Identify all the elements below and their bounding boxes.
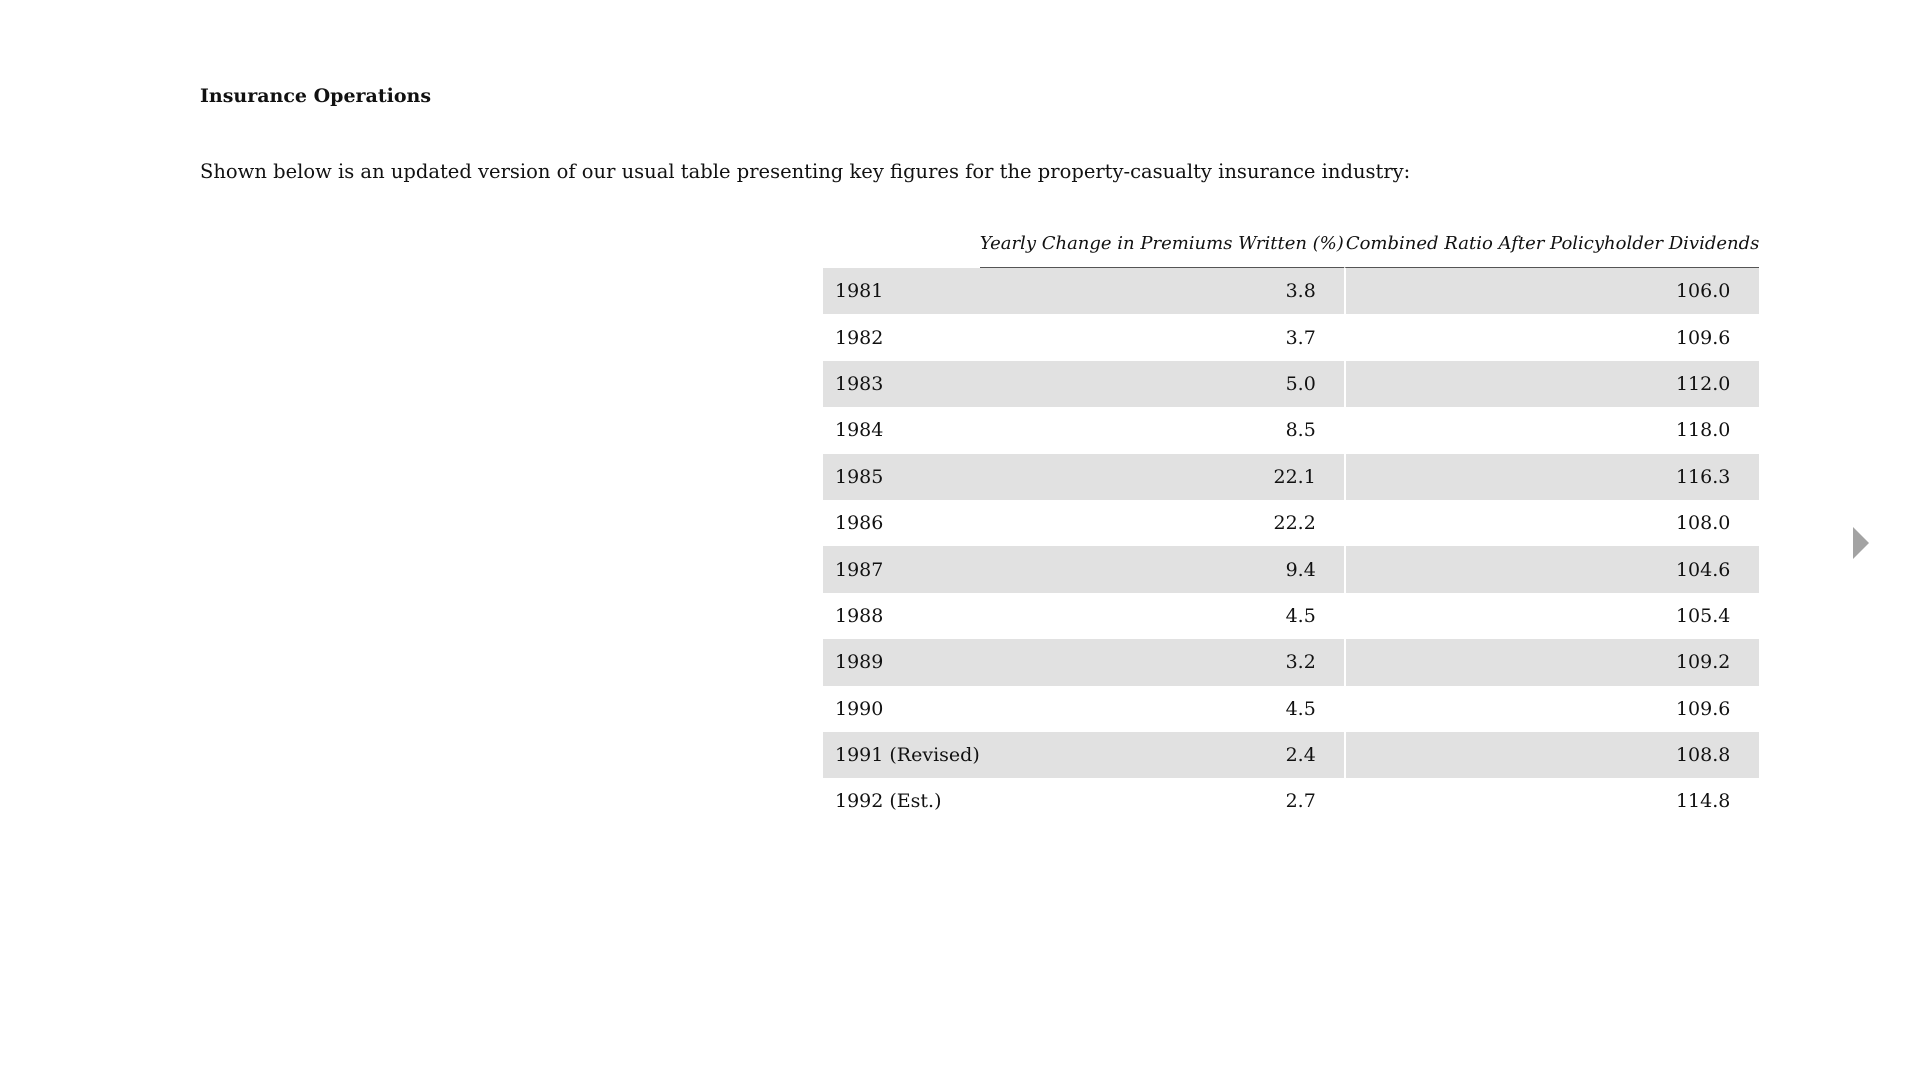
table-row: 1983 5.0 112.0 [823,360,1760,408]
cell-year: 1992 (Est.) [835,790,942,813]
cell-year: 1988 [835,604,884,627]
cell-year: 1990 [835,697,884,720]
cell-ratio: 114.8 [1343,778,1760,825]
table-row: 1982 3.7 109.6 [823,314,1760,361]
table-row: 1986 22.2 108.0 [823,499,1760,547]
cell-ratio: 108.8 [1343,731,1760,779]
cell-premiums: 22.2 [1273,512,1316,535]
table-row: 1989 3.2 109.2 [823,639,1760,686]
cell-ratio: 109.6 [1343,685,1760,732]
table-row: 1990 4.5 109.6 [823,685,1760,732]
cell-year: 1982 [835,326,884,349]
cell-premiums: 3.7 [1285,326,1316,349]
table-row: 1987 9.4 104.6 [823,546,1760,593]
header-year [823,219,980,268]
cell-year: 1986 [835,512,884,535]
cell-premiums: 2.4 [979,731,1344,779]
cell-ratio: 109.6 [1343,314,1760,361]
section-title: Insurance Operations [200,85,432,107]
cell-year: 1985 [823,453,980,500]
cell-premiums: 5.0 [979,360,1344,408]
cell-ratio: 118.0 [1343,407,1760,454]
cell-premiums: 9.4 [979,546,1344,593]
insurance-industry-table: Yearly Change in Premiums Written (%) Co… [823,219,1760,825]
cell-premiums: 4.5 [1285,604,1316,627]
cell-year: 1984 [835,419,884,442]
table-row: 1981 3.8 106.0 [823,268,1760,315]
cell-ratio: 112.0 [1343,360,1760,408]
header-combined-ratio: Combined Ratio After Policyholder Divide… [1343,219,1760,268]
cell-ratio: 106.0 [1343,268,1760,315]
cell-premiums: 2.7 [1285,790,1316,813]
cell-year: 1987 [823,546,980,593]
cell-year: 1991 (Revised) [823,731,980,779]
cell-ratio: 105.4 [1343,592,1760,640]
cell-premiums: 3.8 [979,268,1344,315]
intro-paragraph: Shown below is an updated version of our… [200,160,1411,183]
cell-ratio: 109.2 [1343,639,1760,686]
table-header-row: Yearly Change in Premiums Written (%) Co… [823,219,1760,268]
table-row: 1984 8.5 118.0 [823,407,1760,454]
table-row: 1992 (Est.) 2.7 114.8 [823,778,1760,825]
header-premiums-change: Yearly Change in Premiums Written (%) [979,219,1344,268]
cell-premiums: 4.5 [1285,697,1316,720]
cell-year: 1983 [823,360,980,408]
table-row: 1991 (Revised) 2.4 108.8 [823,731,1760,779]
cell-premiums: 22.1 [979,453,1344,500]
cell-ratio: 116.3 [1343,453,1760,500]
cell-premiums: 3.2 [979,639,1344,686]
cell-ratio: 104.6 [1343,546,1760,593]
cell-year: 1989 [823,639,980,686]
cell-premiums: 8.5 [1285,419,1316,442]
table-row: 1985 22.1 116.3 [823,453,1760,500]
cell-ratio: 108.0 [1343,499,1760,547]
next-page-arrow-icon[interactable] [1853,527,1869,559]
table-row: 1988 4.5 105.4 [823,592,1760,640]
cell-year: 1981 [823,268,980,315]
